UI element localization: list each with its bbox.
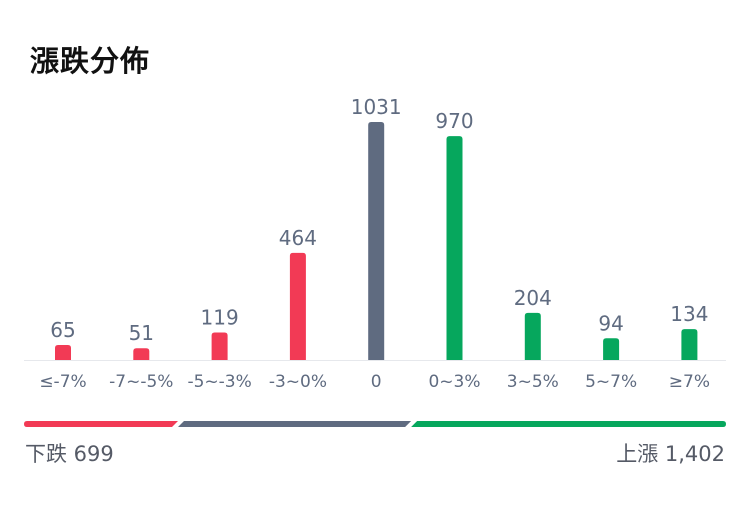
bar-6 (524, 312, 541, 360)
category-label-4: 0 (371, 372, 382, 392)
bar-5 (446, 136, 463, 360)
value-label-8: 134 (670, 302, 708, 326)
bar-3 (289, 252, 306, 360)
bar-2 (211, 332, 228, 360)
category-label-6: 3~5% (507, 372, 559, 392)
proportion-up-segment (411, 421, 726, 427)
category-label-7: 5~7% (585, 372, 637, 392)
bar-8 (681, 329, 698, 360)
value-label-3: 464 (279, 226, 317, 250)
bar-7 (603, 338, 620, 360)
proportion-down-segment (24, 421, 178, 427)
category-label-1: -7~-5% (109, 372, 173, 392)
value-label-1: 51 (129, 321, 154, 345)
bar-0 (55, 344, 71, 360)
category-label-2: -5~-3% (187, 372, 251, 392)
chart-title: 漲跌分佈 (30, 44, 151, 78)
category-label-0: ≤-7% (39, 372, 86, 392)
category-label-5: 0~3% (428, 372, 480, 392)
down-count-label: 下跌 699 (25, 442, 114, 466)
value-label-5: 970 (435, 109, 473, 133)
category-label-3: -3~0% (269, 372, 327, 392)
value-label-4: 1031 (351, 95, 402, 119)
up-count-label: 上漲 1,402 (616, 442, 725, 466)
value-label-7: 94 (598, 311, 623, 335)
proportion-flat-segment (177, 421, 412, 427)
value-label-2: 119 (201, 306, 239, 330)
value-label-0: 65 (50, 318, 75, 342)
value-label-6: 204 (514, 286, 552, 310)
bar-1 (133, 348, 150, 360)
bar-4 (368, 122, 385, 360)
category-label-8: ≥7% (669, 372, 710, 392)
